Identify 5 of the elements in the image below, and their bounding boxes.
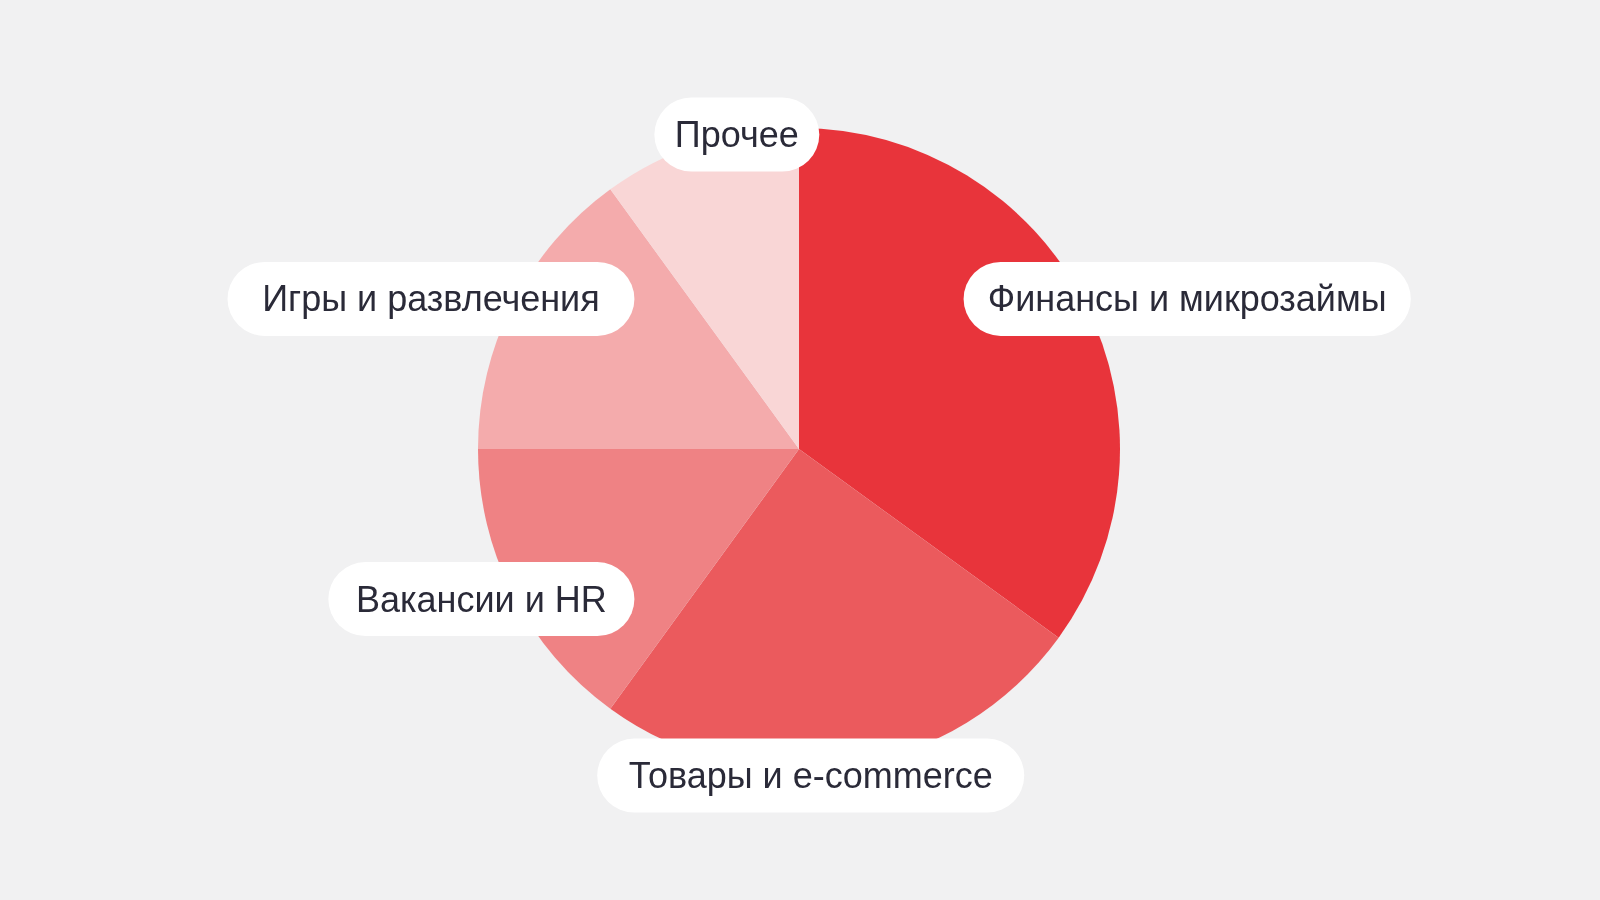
slice-label: Товары и e-commerce <box>628 755 993 797</box>
slice-label: Вакансии и HR <box>355 578 607 620</box>
slice-label: Прочее <box>674 114 799 156</box>
slice-label: Игры и развлечения <box>262 278 600 320</box>
slice-label: Финансы и микрозаймы <box>987 278 1387 320</box>
